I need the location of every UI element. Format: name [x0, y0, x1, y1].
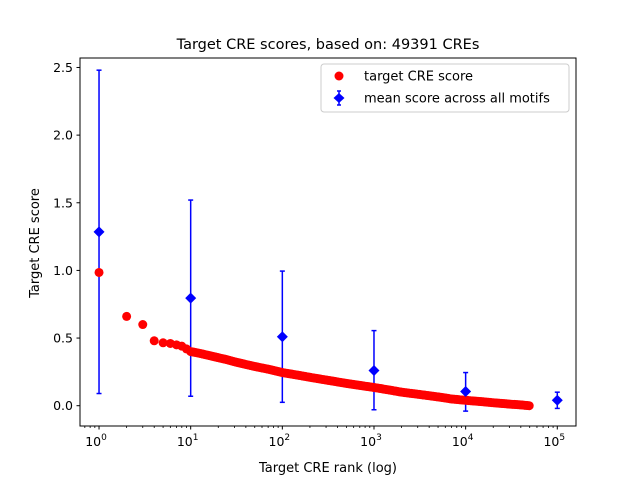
mean-score-marker [460, 386, 472, 397]
y-axis-label: Target CRE score [28, 188, 43, 299]
legend-label-mean-score: mean score across all motifs [364, 92, 550, 107]
y-tick-label: 0.0 [53, 398, 73, 413]
mean-score-marker [185, 292, 197, 304]
axes-frame [79, 57, 577, 427]
x-tick-label-exponent: 1 [193, 433, 199, 443]
target-score-point-dense [523, 401, 533, 411]
x-tick-label-exponent: 3 [376, 433, 382, 443]
mean-score-marker [368, 365, 380, 377]
y-tick-label: 2.0 [53, 128, 73, 143]
plot-area [93, 69, 563, 412]
legend-marker-target-score [334, 71, 344, 81]
chart-title: Target CRE scores, based on: 49391 CREs [176, 37, 480, 53]
y-tick-label: 1.5 [53, 195, 73, 210]
mean-score-marker [551, 394, 563, 406]
target-score-point [138, 320, 148, 330]
mean-score-marker [276, 331, 288, 343]
x-tick-label-exponent: 0 [101, 433, 107, 443]
target-score-point [122, 311, 132, 321]
legend-label-target-score: target CRE score [364, 70, 473, 85]
y-axis-ticks: 0.0 0.5 1.0 1.5 2.0 2.5 [53, 60, 80, 413]
y-tick-label: 0.5 [53, 331, 73, 346]
y-tick-label: 2.5 [53, 60, 73, 75]
x-tick-label-exponent: 2 [284, 433, 290, 443]
target-score-point [158, 338, 168, 348]
x-tick-label-exponent: 5 [559, 433, 565, 443]
legend-box [320, 63, 570, 113]
legend-marker-mean-score [333, 93, 345, 103]
y-tick-label: 1.0 [53, 263, 73, 278]
target-score-point [149, 336, 159, 346]
mean-score-marker [93, 226, 105, 238]
target-score-point [94, 267, 104, 277]
x-axis-label: Target CRE rank (log) [258, 461, 397, 476]
legend: target CRE score mean score across all m… [320, 63, 570, 113]
x-tick-label-exponent: 4 [468, 433, 474, 443]
